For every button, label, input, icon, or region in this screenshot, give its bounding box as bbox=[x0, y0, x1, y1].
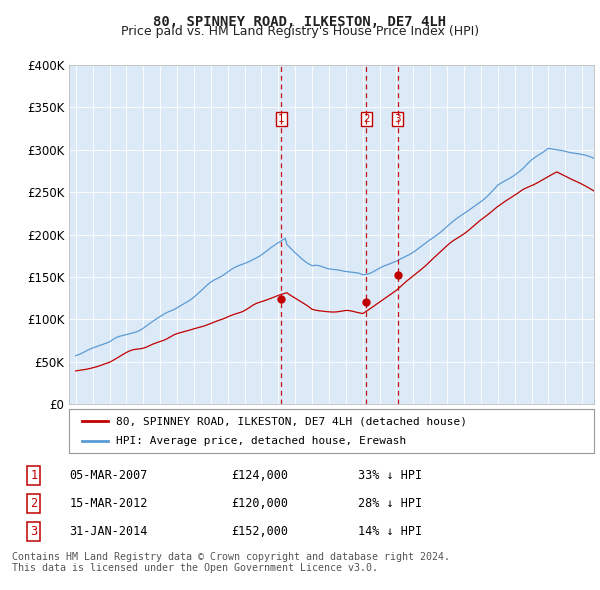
Text: 33% ↓ HPI: 33% ↓ HPI bbox=[358, 470, 422, 483]
Text: £152,000: £152,000 bbox=[231, 525, 288, 538]
Text: 80, SPINNEY ROAD, ILKESTON, DE7 4LH (detached house): 80, SPINNEY ROAD, ILKESTON, DE7 4LH (det… bbox=[116, 416, 467, 426]
Text: 80, SPINNEY ROAD, ILKESTON, DE7 4LH: 80, SPINNEY ROAD, ILKESTON, DE7 4LH bbox=[154, 15, 446, 29]
Text: 2: 2 bbox=[363, 114, 370, 124]
Text: Price paid vs. HM Land Registry's House Price Index (HPI): Price paid vs. HM Land Registry's House … bbox=[121, 25, 479, 38]
Text: 1: 1 bbox=[31, 470, 37, 483]
Text: 05-MAR-2007: 05-MAR-2007 bbox=[70, 470, 148, 483]
Text: 3: 3 bbox=[395, 114, 401, 124]
Text: 31-JAN-2014: 31-JAN-2014 bbox=[70, 525, 148, 538]
Text: 14% ↓ HPI: 14% ↓ HPI bbox=[358, 525, 422, 538]
Text: 2: 2 bbox=[31, 497, 37, 510]
Text: HPI: Average price, detached house, Erewash: HPI: Average price, detached house, Erew… bbox=[116, 436, 407, 446]
Text: Contains HM Land Registry data © Crown copyright and database right 2024.
This d: Contains HM Land Registry data © Crown c… bbox=[12, 552, 450, 573]
Text: 1: 1 bbox=[278, 114, 284, 124]
Text: 28% ↓ HPI: 28% ↓ HPI bbox=[358, 497, 422, 510]
Text: £120,000: £120,000 bbox=[231, 497, 288, 510]
Text: 3: 3 bbox=[31, 525, 37, 538]
Text: 15-MAR-2012: 15-MAR-2012 bbox=[70, 497, 148, 510]
Text: £124,000: £124,000 bbox=[231, 470, 288, 483]
